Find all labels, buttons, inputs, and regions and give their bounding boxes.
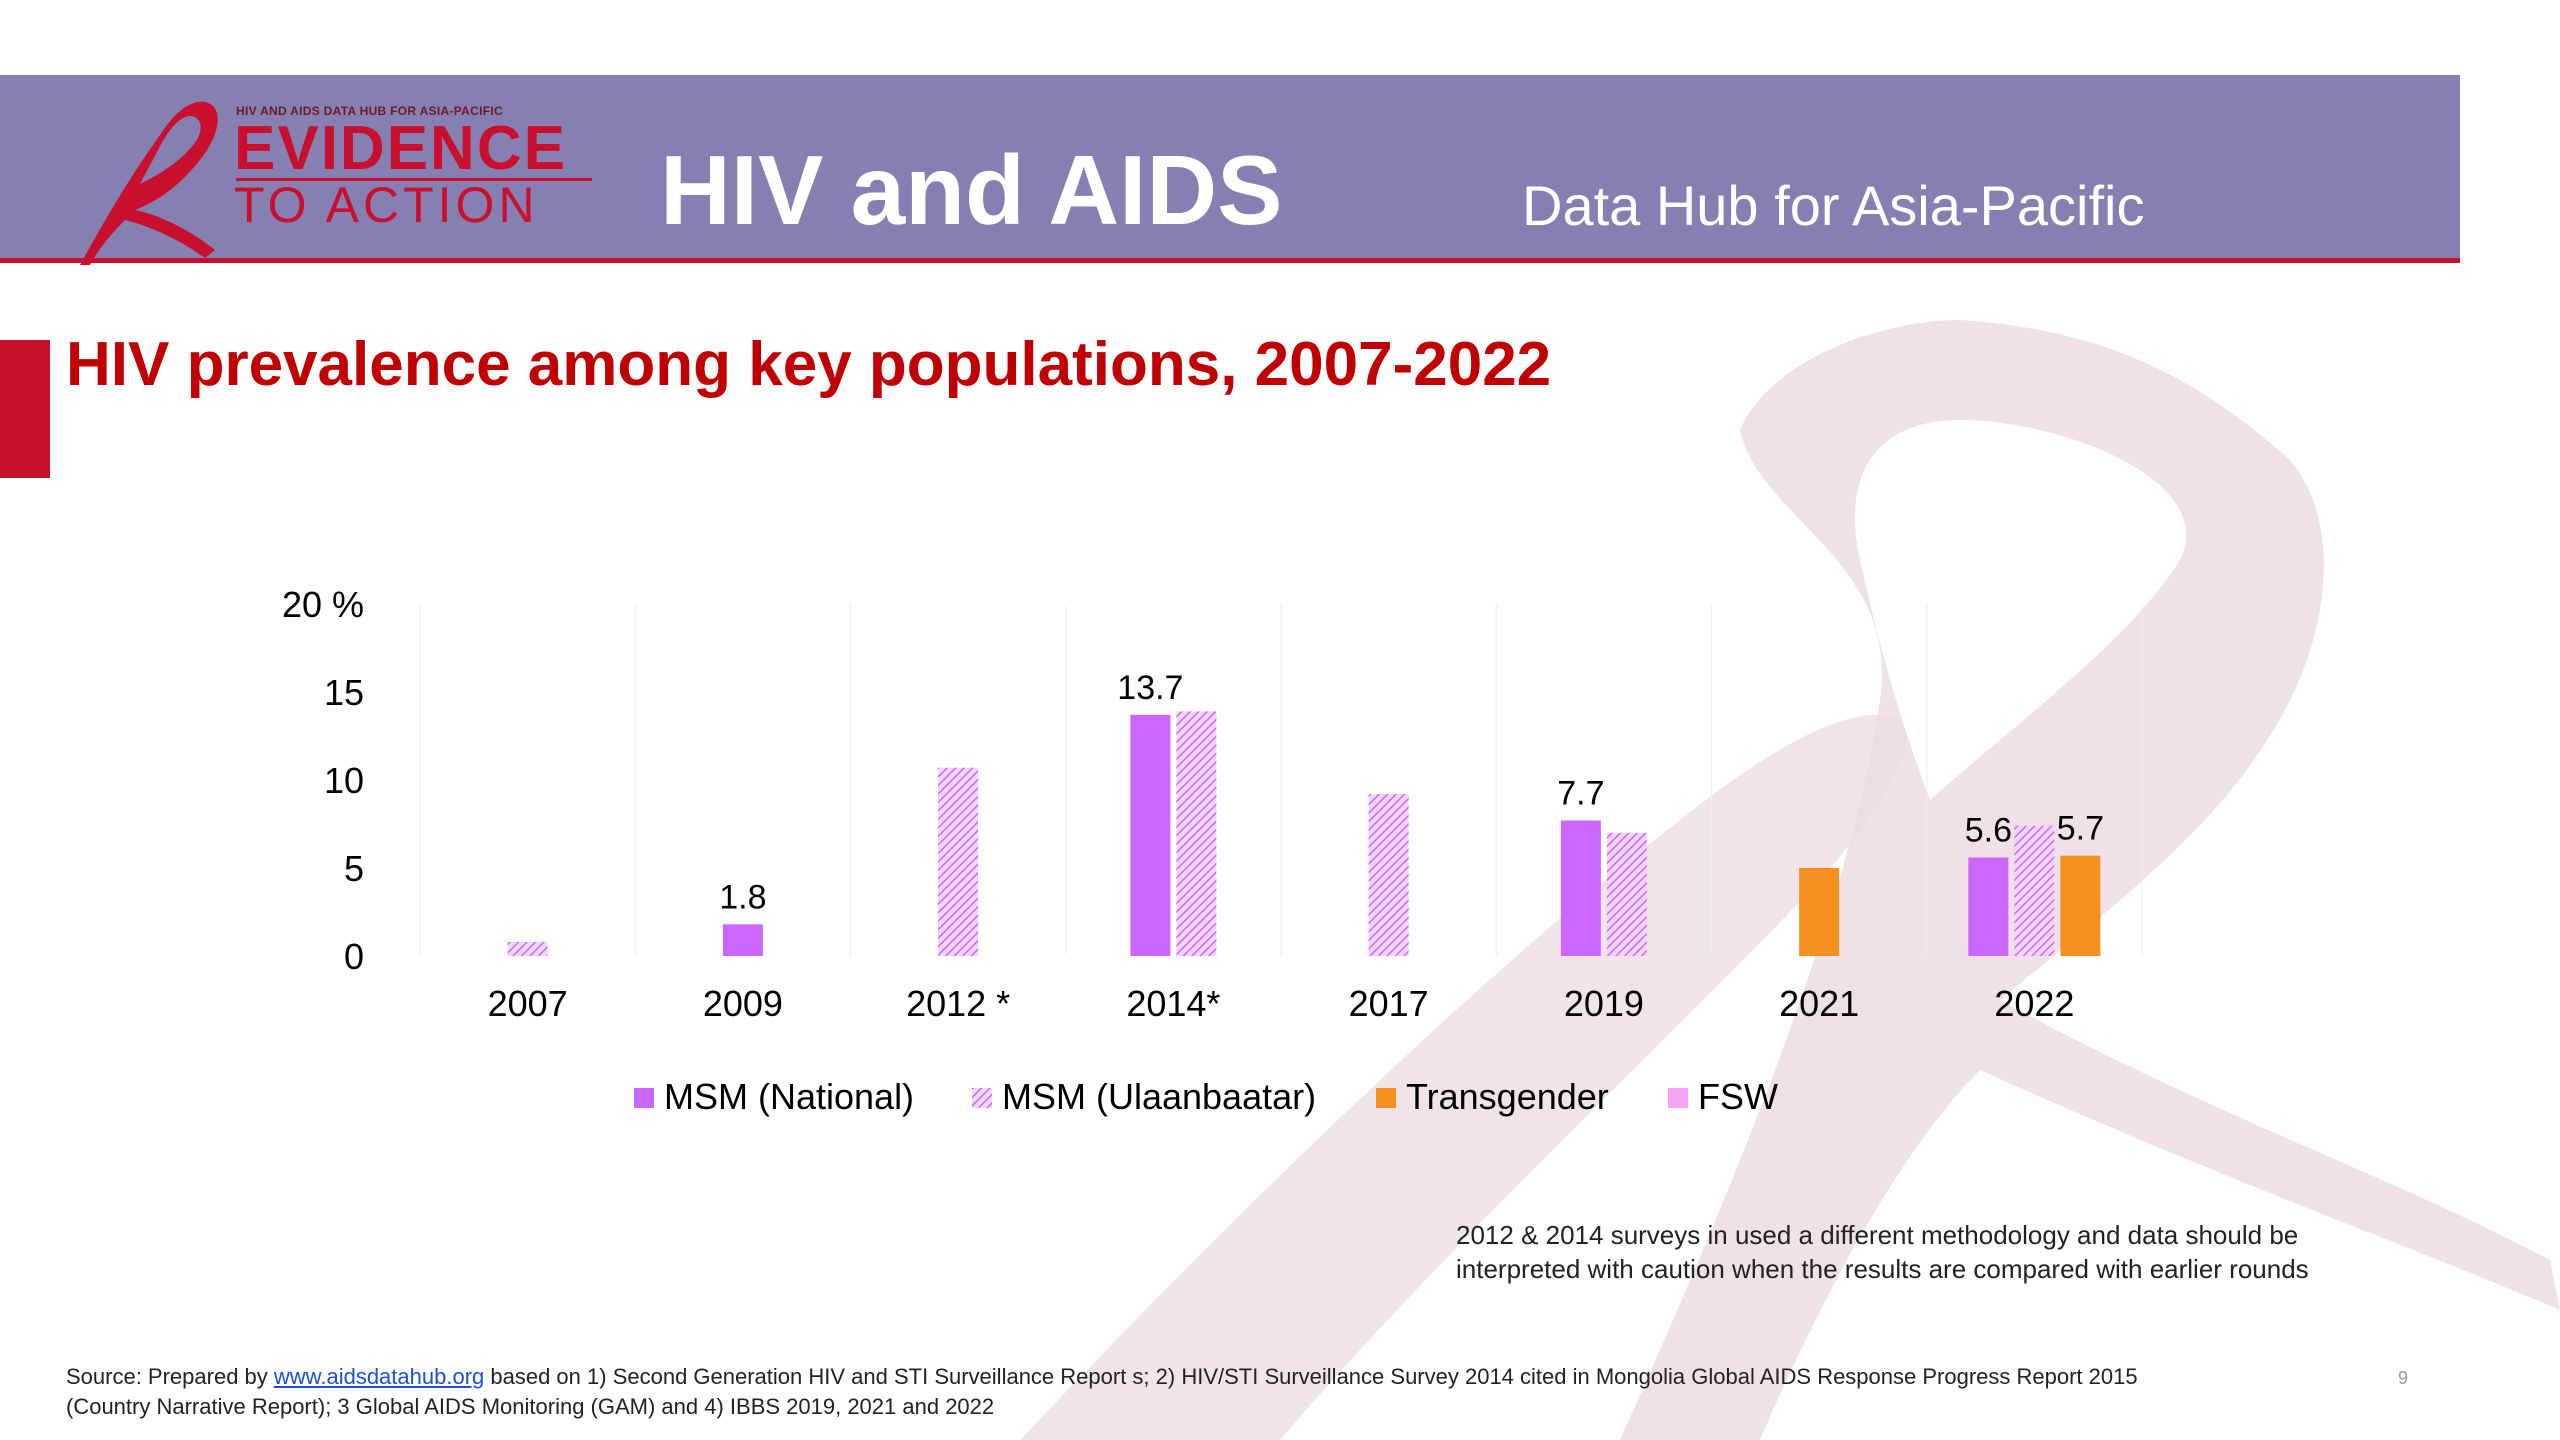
data-label: 5.7 (2057, 810, 2104, 848)
logo-evidence-text: EVIDENCE (234, 114, 567, 183)
legend-swatch-fsw (1668, 1088, 1688, 1108)
source-link[interactable]: www.aidsdatahub.org (273, 1364, 485, 1389)
source-prefix: Source: Prepared by (66, 1364, 274, 1389)
x-tick-label: 2007 (488, 983, 568, 1024)
x-tick-label: 2012 * (906, 983, 1010, 1024)
y-tick-label: 5 (344, 848, 364, 889)
red-ribbon-logo-icon (80, 101, 218, 265)
x-tick-label: 2022 (1994, 983, 2074, 1024)
x-tick-label: 2017 (1349, 983, 1429, 1024)
y-axis: 0 5 10 15 20 % (282, 584, 364, 977)
x-tick-label: 2021 (1779, 983, 1859, 1024)
chart-gridlines (419, 604, 2143, 956)
legend-label-msm-ulaanbaatar: MSM (Ulaanbaatar) (1002, 1076, 1317, 1117)
legend-swatch-msm-national (634, 1088, 654, 1108)
source-rest: based on 1) Second Generation HIV and ST… (484, 1364, 2138, 1389)
logo-action-text: TO ACTION (234, 177, 539, 233)
title-accent-bar (0, 340, 50, 478)
page-number: 9 (2398, 1368, 2409, 1388)
data-label: 7.7 (1557, 774, 1604, 812)
bar-msm-ulaanbaatar--2007 (507, 941, 548, 956)
methodology-note: 2012 & 2014 surveys in used a different … (1456, 1218, 2456, 1286)
bar-msm-national--2022 (1968, 857, 2009, 956)
bar-msm-ulaanbaatar--2019 (1606, 832, 1647, 956)
bar-msm-ulaanbaatar--2012 (938, 767, 979, 956)
bar-msm-ulaanbaatar--2022 (2014, 825, 2055, 956)
bar-msm-ulaanbaatar--2017 (1368, 794, 1409, 956)
logo-tagline: HIV AND AIDS DATA HUB FOR ASIA-PACIFIC (236, 104, 503, 118)
chart-bars (507, 711, 2101, 956)
note-line-2: interpreted with caution when the result… (1456, 1254, 2309, 1284)
x-tick-label: 2014* (1126, 983, 1220, 1024)
data-label: 1.8 (719, 878, 766, 916)
legend-label-transgender: Transgender (1406, 1076, 1609, 1117)
legend-swatch-msm-ulaanbaatar (972, 1088, 992, 1108)
bar-transgender-2022 (2060, 855, 2101, 956)
header-subtitle: Data Hub for Asia-Pacific (1522, 174, 2145, 237)
header-bar (0, 75, 2460, 261)
bar-transgender-2021 (1799, 868, 1840, 956)
note-line-1: 2012 & 2014 surveys in used a different … (1456, 1220, 2299, 1250)
bar-msm-national--2009 (722, 924, 763, 956)
y-tick-label: 0 (344, 936, 364, 977)
slide-title: HIV prevalence among key populations, 20… (66, 330, 1552, 399)
data-labels: 1.8 13.7 7.7 5.6 5.7 (719, 669, 2104, 916)
y-tick-label: 20 % (282, 584, 364, 625)
y-tick-label: 15 (324, 672, 364, 713)
bar-msm-ulaanbaatar--2014 (1176, 711, 1217, 956)
header-divider (0, 258, 2460, 263)
legend-swatch-transgender (1376, 1088, 1396, 1108)
legend-label-msm-national: MSM (National) (664, 1076, 915, 1117)
x-tick-label: 2019 (1564, 983, 1644, 1024)
data-label: 5.6 (1965, 811, 2012, 849)
source-citation: Source: Prepared by www.aidsdatahub.org … (66, 1362, 2366, 1422)
source-line-2: (Country Narrative Report); 3 Global AID… (66, 1394, 995, 1419)
logo-rule (236, 178, 592, 181)
bar-msm-national--2014 (1130, 714, 1171, 956)
header-title: HIV and AIDS (660, 135, 1283, 245)
y-tick-label: 10 (324, 760, 364, 801)
legend-label-fsw: FSW (1698, 1076, 1778, 1117)
data-label: 13.7 (1117, 669, 1183, 707)
bar-msm-national--2019 (1560, 820, 1601, 956)
x-tick-label: 2009 (703, 983, 783, 1024)
x-axis: 2007 2009 2012 * 2014* 2017 2019 2021 2022 (488, 983, 2075, 1024)
